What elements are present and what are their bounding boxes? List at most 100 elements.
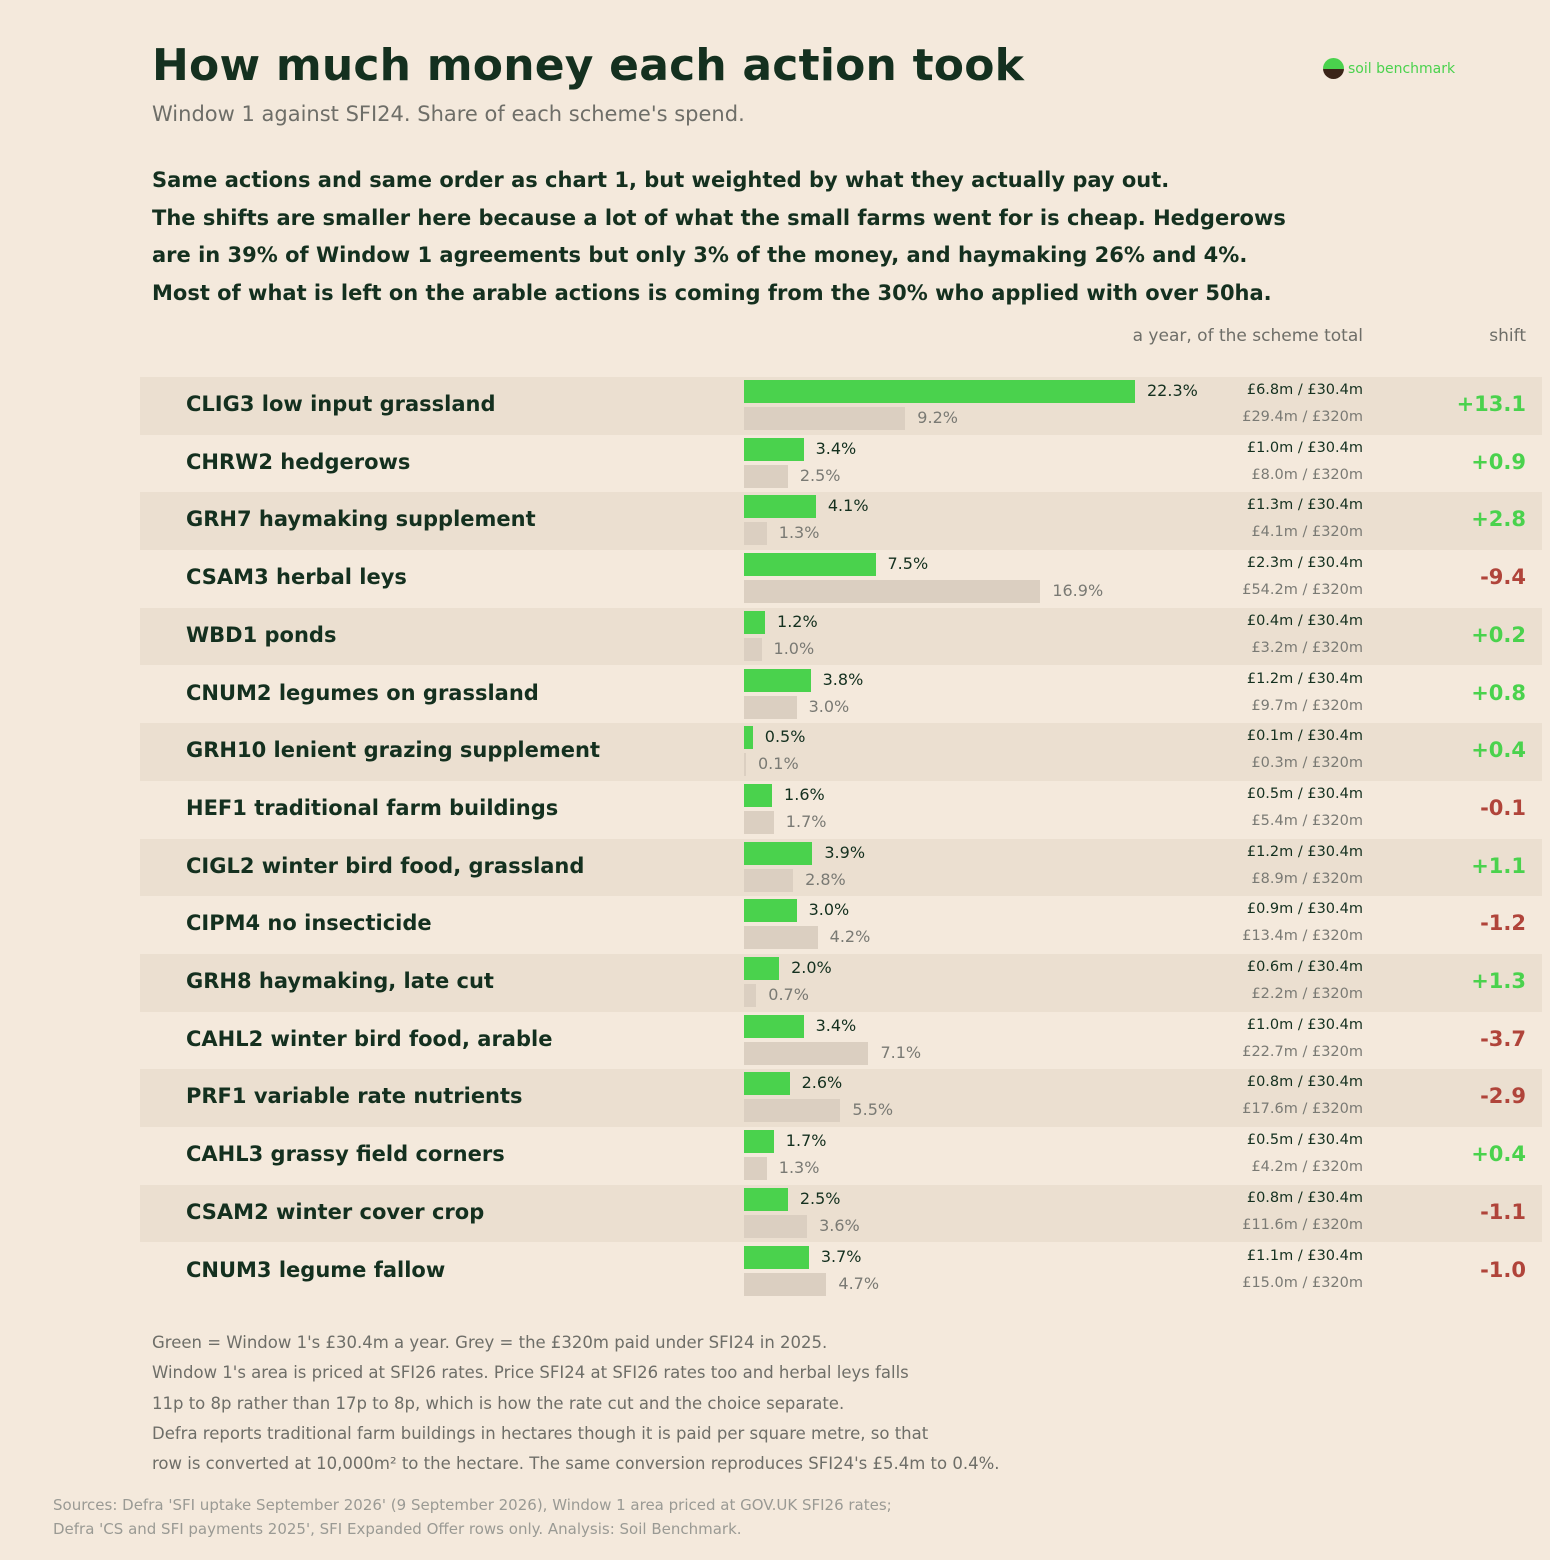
row-label: CAHL2 winter bird food, arable	[186, 1026, 553, 1051]
sfi24-value-label: 7.1%	[880, 1042, 922, 1062]
window1-bar	[744, 553, 876, 577]
brand[interactable]: soil benchmark	[1323, 58, 1455, 79]
shift-value: +2.8	[1471, 507, 1526, 532]
window1-money: £0.1m / £30.4m	[1246, 728, 1363, 745]
row-label: WBD1 ponds	[186, 622, 337, 647]
intro-text: Same actions and same order as chart 1, …	[152, 162, 1402, 313]
sfi24-money: £0.3m / £320m	[1251, 755, 1363, 772]
intro-line: The shifts are smaller here because a lo…	[152, 205, 1286, 230]
shift-value: -0.1	[1480, 795, 1526, 820]
window1-money: £0.5m / £30.4m	[1246, 785, 1363, 802]
row-label: CSAM3 herbal leys	[186, 565, 407, 590]
sfi24-value-label: 1.3%	[778, 523, 820, 543]
window1-value-label: 3.4%	[815, 438, 857, 458]
intro-line: Most of what is left on the arable actio…	[152, 281, 1272, 306]
sfi24-money: £29.4m / £320m	[1242, 409, 1363, 425]
sfi24-value-label: 0.1%	[758, 754, 799, 774]
window1-value-label: 3.7%	[820, 1246, 862, 1266]
window1-money: £2.3m / £30.4m	[1246, 555, 1363, 572]
sfi24-value-label: 1.0%	[773, 638, 815, 658]
sfi24-bar	[744, 580, 1041, 604]
sfi24-bar	[744, 637, 762, 661]
soil-globe-icon	[1323, 58, 1344, 79]
sfi24-bar	[744, 868, 794, 892]
window1-bar	[744, 1014, 804, 1038]
note-line: Defra reports traditional farm buildings…	[152, 1423, 929, 1443]
intro-line: are in 39% of Window 1 agreements but on…	[152, 243, 1248, 268]
window1-money: £1.2m / £30.4m	[1246, 670, 1363, 687]
sfi24-bar	[744, 926, 818, 950]
sfi24-value-label: 3.0%	[808, 696, 850, 716]
sources: Sources: Defra 'SFI uptake September 202…	[53, 1493, 892, 1541]
chart-row: CAHL3 grassy field corners 1.7% 1.3% £0.5m …	[140, 1127, 1542, 1185]
sfi24-bar	[744, 810, 774, 834]
window1-value-label: 0.5%	[764, 727, 806, 747]
sfi24-value-label: 0.7%	[768, 985, 809, 1004]
row-label: CHRW2 hedgerows	[186, 449, 411, 474]
shift-value: -1.1	[1480, 1199, 1526, 1224]
sfi24-money: £11.6m / £320m	[1242, 1216, 1363, 1233]
shift-value: +0.4	[1471, 1142, 1526, 1167]
shift-value: +0.2	[1471, 622, 1526, 647]
row-label: HEF1 traditional farm buildings	[186, 795, 559, 820]
window1-bar	[744, 1187, 788, 1211]
window1-money: £1.2m / £30.4m	[1246, 843, 1363, 860]
window1-money: £0.6m / £30.4m	[1246, 959, 1363, 975]
sfi24-value-label: 4.7%	[838, 1273, 880, 1293]
window1-value-label: 7.5%	[887, 554, 929, 574]
note-line: row is converted at 10,000m² to the hect…	[152, 1454, 1000, 1474]
note-line: Window 1's area is priced at SFI26 rates…	[152, 1363, 909, 1383]
chart-row: CLIG3 low input grassland 22.3% 9.2% £6.8m …	[140, 377, 1542, 435]
sfi24-money: £54.2m / £320m	[1242, 582, 1363, 599]
sfi24-bar	[744, 1157, 767, 1181]
chart-row: CSAM3 herbal leys 7.5% 16.9% £2.3m / £30.4m…	[140, 550, 1542, 608]
chart-row: HEF1 traditional farm buildings 1.6% 1.7% £…	[140, 781, 1542, 839]
window1-value-label: 1.2%	[777, 611, 818, 631]
window1-value-label: 2.5%	[799, 1188, 841, 1208]
sfi24-money: £2.2m / £320m	[1251, 986, 1363, 1002]
sfi24-value-label: 4.2%	[829, 927, 871, 947]
sfi24-bar	[744, 464, 788, 488]
page-subtitle: Window 1 against SFI24. Share of each sc…	[152, 102, 745, 126]
window1-value-label: 2.0%	[791, 958, 832, 977]
sfi24-value-label: 1.7%	[785, 811, 827, 831]
sfi24-value-label: 9.2%	[917, 408, 958, 427]
chart-row: PRF1 variable rate nutrients 2.6% 5.5% £0.8…	[140, 1069, 1542, 1128]
shift-value: +1.3	[1471, 969, 1526, 993]
sfi24-money: £4.2m / £320m	[1251, 1159, 1363, 1176]
source-line: Sources: Defra 'SFI uptake September 202…	[53, 1496, 892, 1514]
shift-value: -2.9	[1480, 1084, 1526, 1109]
row-label: GRH10 lenient grazing supplement	[186, 738, 600, 763]
chart-row: CIGL2 winter bird food, grassland 3.9% 2.8…	[140, 838, 1542, 897]
sfi24-value-label: 1.3%	[778, 1158, 820, 1178]
source-line: Defra 'CS and SFI payments 2025', SFI Ex…	[53, 1520, 742, 1538]
sfi24-bar	[744, 1214, 808, 1238]
sfi24-bar	[744, 1041, 869, 1065]
sfi24-money: £8.0m / £320m	[1251, 466, 1363, 483]
window1-money: £1.0m / £30.4m	[1246, 1016, 1363, 1033]
window1-value-label: 3.8%	[822, 669, 864, 689]
sfi24-money: £9.7m / £320m	[1251, 697, 1363, 714]
sfi24-value-label: 16.9%	[1052, 581, 1104, 601]
window1-value-label: 3.0%	[808, 900, 850, 920]
window1-bar	[744, 668, 811, 692]
sfi24-bar	[744, 522, 767, 546]
window1-money: £6.8m / £30.4m	[1246, 382, 1363, 398]
chart-row: CNUM3 legume fallow 3.7% 4.7% £1.1m / £30.4…	[140, 1243, 1542, 1301]
shift-value: +0.8	[1471, 680, 1526, 705]
window1-bar	[744, 726, 753, 750]
note-line: 11p to 8p rather than 17p to 8p, which i…	[152, 1393, 845, 1413]
chart-row: GRH7 haymaking supplement 4.1% 1.3% £1.3m /…	[140, 492, 1542, 551]
shift-value: -1.0	[1480, 1257, 1526, 1282]
window1-value-label: 22.3%	[1147, 381, 1198, 400]
window1-bar	[744, 495, 816, 519]
chart-row: WBD1 ponds 1.2% 1.0% £0.4m / £30.4m £3.2m / …	[140, 607, 1542, 666]
row-label: GRH8 haymaking, late cut	[186, 969, 494, 993]
row-label: CAHL3 grassy field corners	[186, 1142, 505, 1167]
row-label: CIPM4 no insecticide	[186, 911, 432, 936]
sfi24-money: £8.9m / £320m	[1251, 870, 1363, 887]
window1-money: £0.4m / £30.4m	[1246, 612, 1363, 629]
sfi24-money: £13.4m / £320m	[1242, 928, 1363, 945]
sfi24-money: £22.7m / £320m	[1242, 1043, 1363, 1060]
chart-row: GRH10 lenient grazing supplement 0.5% 0.1%…	[140, 723, 1542, 781]
